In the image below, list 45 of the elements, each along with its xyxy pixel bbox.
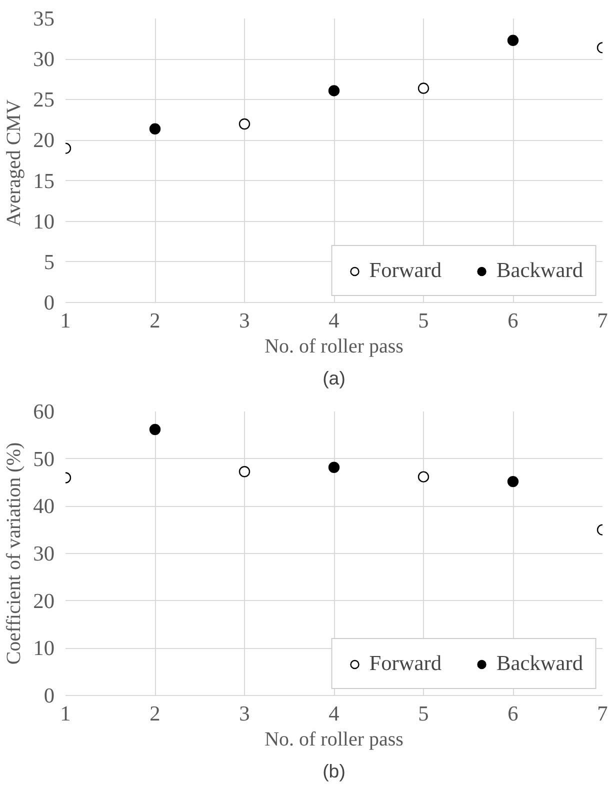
x-tick-label: 7 <box>597 702 608 726</box>
x-tick-label: 4 <box>328 702 340 726</box>
legend-label: Forward <box>369 258 442 283</box>
y-tick-label: 25 <box>33 88 54 112</box>
x-tick-label: 5 <box>418 308 429 332</box>
x-axis-title: No. of roller pass <box>264 728 404 750</box>
point <box>328 462 340 473</box>
y-tick-label: 20 <box>33 588 54 613</box>
y-tick-label: 10 <box>33 636 54 660</box>
text: (a) <box>322 368 346 388</box>
x-tick-label: 2 <box>150 702 160 726</box>
x-tick-label: 1 <box>60 702 71 726</box>
x-tick-label: 2 <box>150 308 160 332</box>
y-tick-label: 30 <box>33 47 54 72</box>
point <box>507 476 519 488</box>
point <box>149 424 161 436</box>
x-tick-label: 3 <box>239 702 250 726</box>
y-axis-title: Coefficient of variation (%) <box>3 442 26 665</box>
x-axis-title: No. of roller pass <box>264 336 404 358</box>
text: (b) <box>322 760 346 782</box>
y-tick-label: 15 <box>33 168 54 193</box>
y-tick-label: 40 <box>33 494 54 518</box>
y-tick-label: 0 <box>44 684 55 708</box>
y-tick-label: 35 <box>33 6 54 30</box>
x-tick-label: 5 <box>418 702 429 726</box>
x-tick-label: 1 <box>60 308 71 332</box>
y-tick-label: 10 <box>33 209 54 234</box>
legend-label: Backward <box>496 258 583 283</box>
x-tick-label: 6 <box>508 702 519 726</box>
legend-label: Forward <box>369 651 442 676</box>
y-tick-label: 50 <box>33 446 54 471</box>
y-tick-label: 0 <box>44 290 55 314</box>
legend-label: Backward <box>496 651 583 676</box>
x-tick-label: 7 <box>597 308 608 332</box>
y-tick-label: 30 <box>33 542 54 566</box>
point <box>328 85 340 96</box>
y-axis-title: Averaged CMV <box>3 99 26 226</box>
x-tick-label: 4 <box>328 308 340 332</box>
y-tick-label: 60 <box>33 400 54 424</box>
y-tick-label: 20 <box>33 128 54 152</box>
point <box>149 123 161 134</box>
x-tick-label: 6 <box>508 308 519 332</box>
x-tick-label: 3 <box>239 308 250 332</box>
y-tick-label: 5 <box>44 250 55 274</box>
point <box>507 34 519 46</box>
